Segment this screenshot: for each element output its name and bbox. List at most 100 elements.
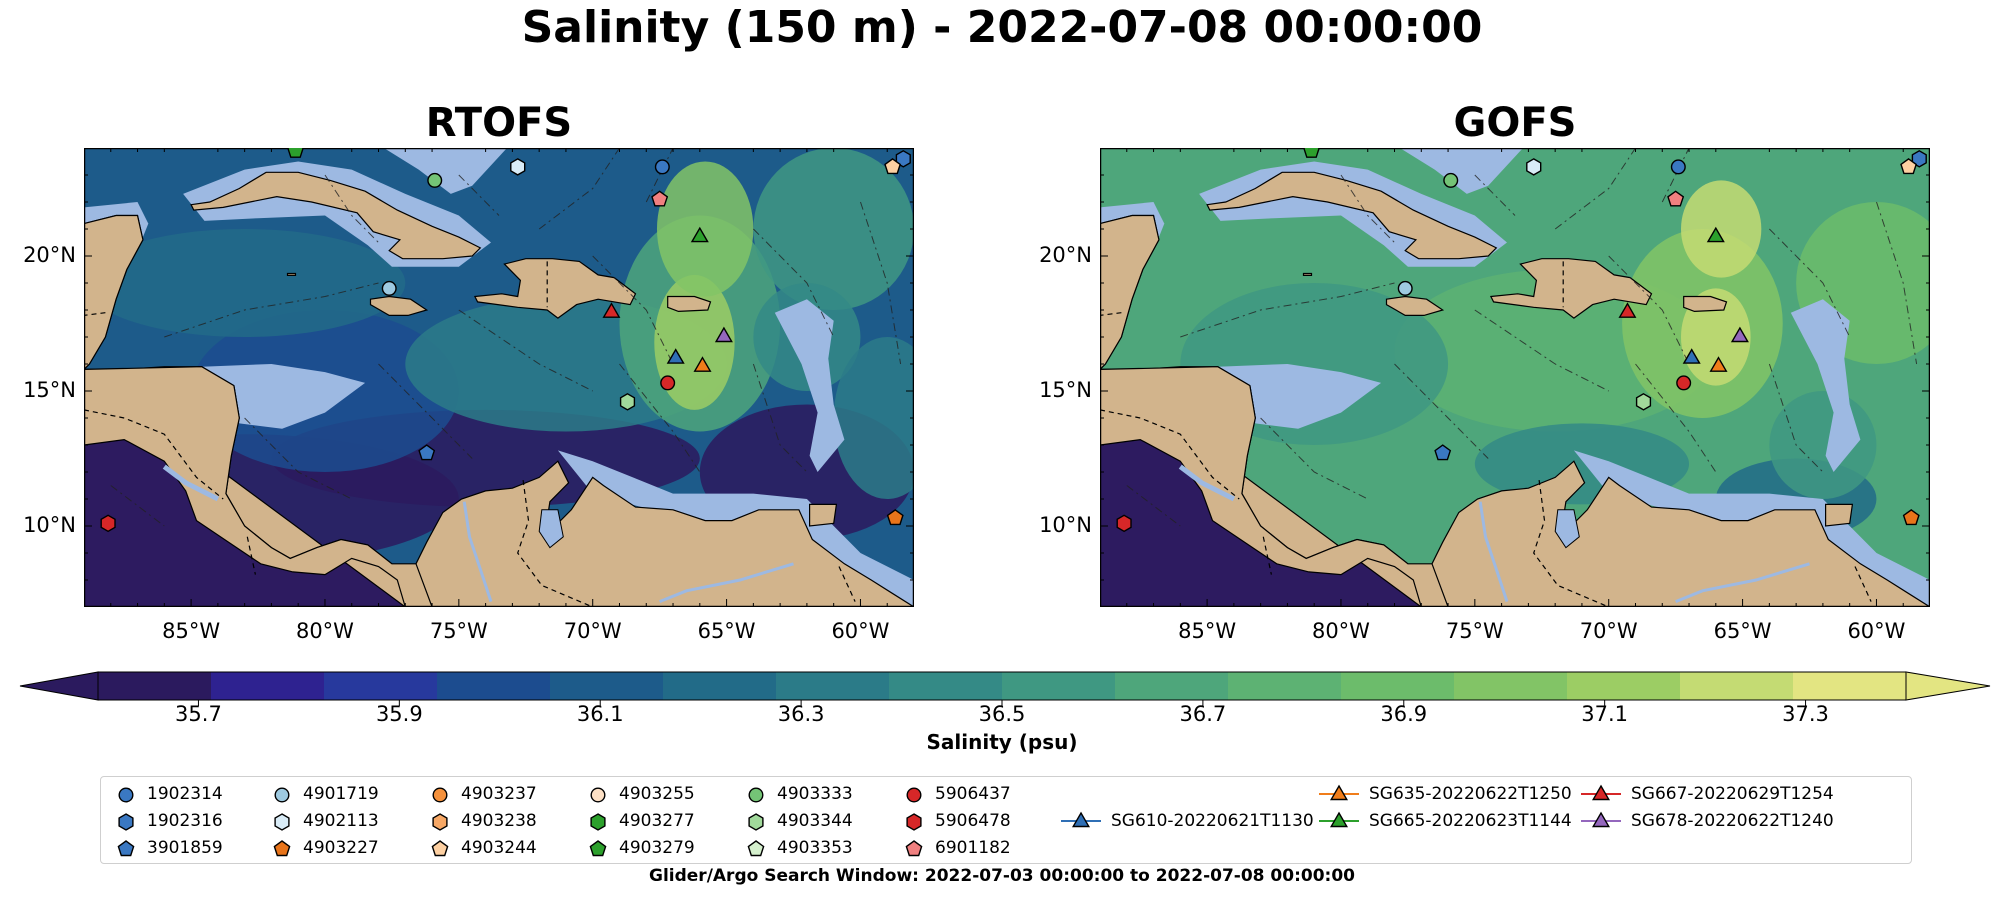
x-tick-label: 65°W: [1713, 619, 1772, 643]
x-tick-label: 80°W: [1311, 619, 1370, 643]
colorbar-bin: [1115, 672, 1229, 700]
x-tick-label: 70°W: [563, 619, 622, 643]
marker-SG667-20220629T1254: [1618, 302, 1637, 318]
legend-marker-icon: [274, 787, 290, 803]
marker-4903279: [1303, 148, 1320, 158]
legend-item: SG610-20220621T1130: [1061, 808, 1314, 834]
marker-5906437: [660, 375, 676, 391]
legend-marker-icon: [590, 787, 606, 803]
legend-item: 4903277: [587, 808, 695, 834]
colorbar-extend-max: [1905, 671, 1991, 701]
legend-item: 5906478: [903, 808, 1011, 834]
x-tick-label: 85°W: [162, 619, 221, 643]
legend-marker-icon: [431, 840, 449, 857]
y-tick-label: 20°N: [23, 243, 76, 267]
marker-4902113: [1526, 158, 1542, 176]
colorbar-bin: [1002, 672, 1116, 700]
x-tick-label: 75°W: [429, 619, 488, 643]
y-tick-label: 10°N: [1039, 513, 1092, 537]
legend-label: 4903333: [777, 784, 853, 804]
legend-label: 1902314: [147, 784, 223, 804]
legend-label: SG635-20220622T1250: [1369, 784, 1572, 804]
legend-marker-icon: [432, 813, 448, 831]
legend-label: 5906437: [935, 784, 1011, 804]
legend-marker-icon: [118, 813, 134, 831]
colorbar-bin: [211, 672, 325, 700]
legend-item: 4903353: [745, 835, 853, 861]
legend-marker-icon: [273, 840, 291, 857]
legend-label: 4903237: [461, 784, 537, 804]
legend-item: 1902316: [115, 808, 223, 834]
legend-marker-icon: [432, 787, 448, 803]
marker-1902314: [1670, 159, 1686, 175]
legend: 1902314 1902316 3901859 4901719 4902113 49032…: [100, 776, 1912, 864]
marker-4903333: [1443, 172, 1459, 188]
legend-label: 6901182: [935, 838, 1011, 858]
x-tick-label: 85°W: [1178, 619, 1237, 643]
legend-item: 4901719: [271, 781, 379, 807]
legend-item: 5906437: [903, 781, 1011, 807]
marker-SG665-20220623T1144: [690, 226, 709, 243]
colorbar-bin: [1228, 672, 1342, 700]
marker-5906437: [1676, 375, 1692, 391]
marker-SG610-20220621T1130: [1682, 348, 1701, 364]
colorbar-bin: [324, 672, 438, 700]
legend-marker-icon: [1581, 784, 1621, 801]
legend-marker-icon: [1581, 811, 1621, 828]
marker-6901182: [651, 190, 669, 207]
marker-1902316: [895, 149, 911, 168]
legend-label: 4903344: [777, 811, 853, 831]
colorbar-bin: [776, 672, 890, 700]
legend-item: 4903227: [271, 835, 379, 861]
colorbar-bin: [550, 672, 664, 700]
legend-marker-icon: [589, 840, 607, 857]
legend-marker-icon: [1061, 811, 1101, 828]
marker-3901859: [418, 444, 436, 461]
colorbar-bin: [1341, 672, 1455, 700]
legend-label: 4903244: [461, 838, 537, 858]
x-tick-label: 75°W: [1445, 619, 1504, 643]
y-tick-label: 15°N: [23, 378, 76, 402]
legend-item: SG667-20220629T1254: [1581, 781, 1834, 807]
marker-5906478: [100, 514, 116, 533]
legend-item: SG678-20220622T1240: [1581, 808, 1834, 834]
legend-item: SG665-20220623T1144: [1319, 808, 1572, 834]
legend-item: 4902113: [271, 808, 379, 834]
legend-label: 4903279: [619, 838, 695, 858]
marker-4903333: [427, 172, 443, 188]
legend-marker-icon: [906, 787, 922, 803]
marker-5906478: [1116, 514, 1132, 533]
legend-label: SG665-20220623T1144: [1369, 811, 1572, 831]
x-tick-label: 65°W: [697, 619, 756, 643]
colorbar-bin: [1567, 672, 1681, 700]
colorbar-bin: [437, 672, 551, 700]
legend-label: 3901859: [147, 838, 223, 858]
colorbar-bin: [1680, 672, 1794, 700]
panel-title-rtofs: RTOFS: [425, 100, 573, 146]
colorbar-tick-label: 36.3: [777, 702, 825, 726]
colorbar-bin: [98, 672, 212, 700]
legend-label: 5906478: [935, 811, 1011, 831]
marker-1902314: [654, 159, 670, 175]
legend-label: 4903227: [303, 838, 379, 858]
legend-label: SG610-20220621T1130: [1111, 811, 1314, 831]
marker-SG635-20220622T1250: [693, 356, 712, 372]
rtofs-salinity-map: [84, 148, 914, 607]
salinity-colorbar: [19, 671, 1991, 706]
legend-label: 4903238: [461, 811, 537, 831]
colorbar-bin: [663, 672, 777, 700]
legend-marker-icon: [118, 787, 134, 803]
legend-label: 4903277: [619, 811, 695, 831]
colorbar-tick-label: 36.5: [978, 702, 1026, 726]
marker-4901719: [1397, 280, 1413, 296]
colorbar-bin: [889, 672, 1003, 700]
legend-label: 4903255: [619, 784, 695, 804]
marker-1902316: [1911, 149, 1927, 168]
colorbar-tick-label: 35.7: [175, 702, 222, 726]
marker-SG678-20220622T1240: [1730, 326, 1749, 343]
marker-SG610-20220621T1130: [666, 348, 685, 364]
gofs-salinity-map: [1100, 148, 1930, 607]
colorbar-tick-label: 36.9: [1380, 702, 1428, 726]
marker-SG635-20220622T1250: [1709, 356, 1728, 372]
colorbar-label: Salinity (psu): [926, 730, 1078, 754]
